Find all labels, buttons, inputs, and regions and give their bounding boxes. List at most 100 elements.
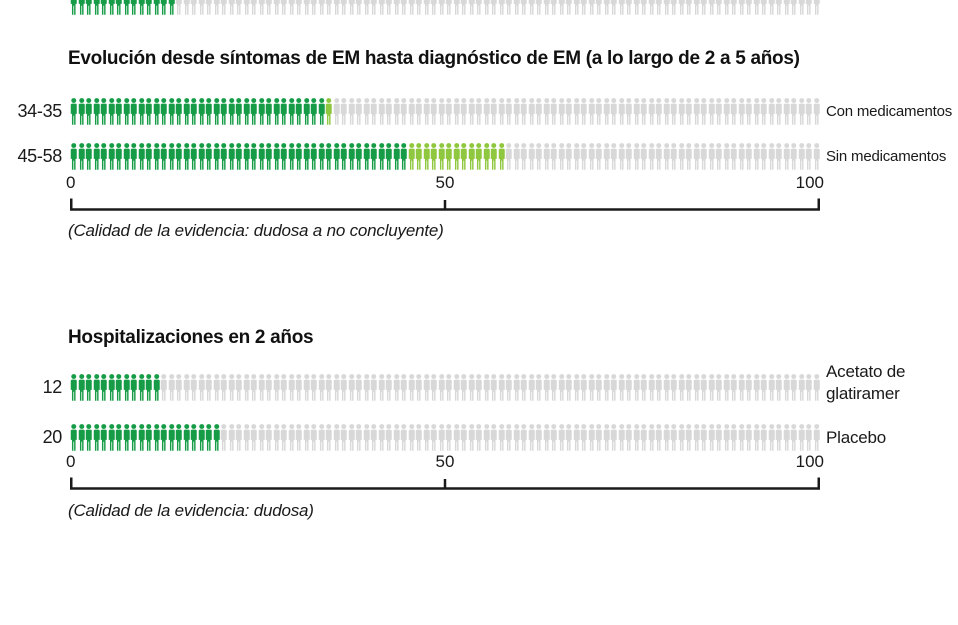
person-icon bbox=[768, 143, 775, 170]
person-icon bbox=[768, 0, 775, 15]
person-icon bbox=[738, 98, 745, 125]
person-icon bbox=[618, 143, 625, 170]
person-icon bbox=[513, 143, 520, 170]
person-icon bbox=[363, 98, 370, 125]
person-icon bbox=[228, 424, 235, 451]
person-icon bbox=[753, 98, 760, 125]
person-icon bbox=[565, 143, 572, 170]
person-icon bbox=[753, 424, 760, 451]
person-icon bbox=[535, 143, 542, 170]
person-icon bbox=[453, 98, 460, 125]
person-icon bbox=[280, 143, 287, 170]
person-icon bbox=[475, 143, 482, 170]
person-icon bbox=[798, 98, 805, 125]
person-icon bbox=[273, 424, 280, 451]
person-icon bbox=[205, 424, 212, 451]
person-icon bbox=[145, 98, 152, 125]
person-icon bbox=[498, 374, 505, 401]
person-icon bbox=[228, 98, 235, 125]
person-icon bbox=[130, 424, 137, 451]
person-icon bbox=[520, 98, 527, 125]
person-icon bbox=[250, 143, 257, 170]
person-icon bbox=[288, 374, 295, 401]
person-icon bbox=[438, 0, 445, 15]
person-icon bbox=[663, 0, 670, 15]
person-icon bbox=[183, 374, 190, 401]
person-icon bbox=[633, 143, 640, 170]
person-icon bbox=[70, 0, 77, 15]
person-icon bbox=[513, 0, 520, 15]
person-icon bbox=[70, 424, 77, 451]
person-icon bbox=[535, 374, 542, 401]
person-icon bbox=[190, 374, 197, 401]
person-icon bbox=[490, 424, 497, 451]
person-icon bbox=[678, 0, 685, 15]
person-icon bbox=[273, 0, 280, 15]
person-icon bbox=[333, 0, 340, 15]
person-icon bbox=[745, 98, 752, 125]
person-icon bbox=[258, 98, 265, 125]
person-icon bbox=[610, 374, 617, 401]
pictogram-strip bbox=[70, 143, 820, 170]
person-icon bbox=[303, 374, 310, 401]
person-icon bbox=[813, 143, 820, 170]
person-icon bbox=[760, 98, 767, 125]
person-icon bbox=[648, 143, 655, 170]
person-icon bbox=[235, 374, 242, 401]
axis-line bbox=[70, 477, 820, 490]
person-icon bbox=[288, 0, 295, 15]
chart2-x-axis: 0 50 100 bbox=[66, 452, 824, 492]
person-icon bbox=[685, 424, 692, 451]
axis-tick-50: 50 bbox=[435, 173, 455, 192]
person-icon bbox=[100, 143, 107, 170]
person-icon bbox=[708, 0, 715, 15]
person-icon bbox=[505, 98, 512, 125]
person-icon bbox=[153, 143, 160, 170]
person-icon bbox=[790, 98, 797, 125]
person-icon bbox=[78, 424, 85, 451]
person-icon bbox=[625, 143, 632, 170]
person-icon bbox=[288, 424, 295, 451]
person-icon bbox=[700, 374, 707, 401]
person-icon bbox=[655, 374, 662, 401]
person-icon bbox=[633, 424, 640, 451]
person-icon bbox=[588, 374, 595, 401]
person-icon bbox=[640, 0, 647, 15]
person-icon bbox=[693, 143, 700, 170]
person-icon bbox=[423, 143, 430, 170]
person-icon bbox=[93, 374, 100, 401]
person-icon bbox=[378, 424, 385, 451]
person-icon bbox=[663, 98, 670, 125]
person-icon bbox=[235, 424, 242, 451]
person-icon bbox=[363, 143, 370, 170]
person-icon bbox=[468, 143, 475, 170]
row-series-label-placebo: Placebo bbox=[826, 428, 887, 447]
person-icon bbox=[790, 0, 797, 15]
person-icon bbox=[678, 424, 685, 451]
person-icon bbox=[483, 98, 490, 125]
person-icon bbox=[520, 143, 527, 170]
person-icon bbox=[588, 98, 595, 125]
person-icon bbox=[220, 143, 227, 170]
person-icon bbox=[738, 374, 745, 401]
person-icon bbox=[340, 143, 347, 170]
person-icon bbox=[685, 374, 692, 401]
person-icon bbox=[445, 98, 452, 125]
person-icon bbox=[415, 424, 422, 451]
person-icon bbox=[490, 143, 497, 170]
person-icon bbox=[625, 374, 632, 401]
axis-tick-50: 50 bbox=[435, 452, 455, 471]
person-icon bbox=[663, 374, 670, 401]
person-icon bbox=[198, 143, 205, 170]
person-icon bbox=[430, 424, 437, 451]
person-icon bbox=[415, 374, 422, 401]
person-icon bbox=[198, 374, 205, 401]
person-icon bbox=[325, 424, 332, 451]
person-icon bbox=[385, 374, 392, 401]
row-series-label-con-medicamentos: Con medicamentos bbox=[826, 103, 953, 120]
person-icon bbox=[318, 374, 325, 401]
person-icon bbox=[250, 0, 257, 15]
person-icon bbox=[145, 424, 152, 451]
person-icon bbox=[445, 143, 452, 170]
person-icon bbox=[310, 0, 317, 15]
